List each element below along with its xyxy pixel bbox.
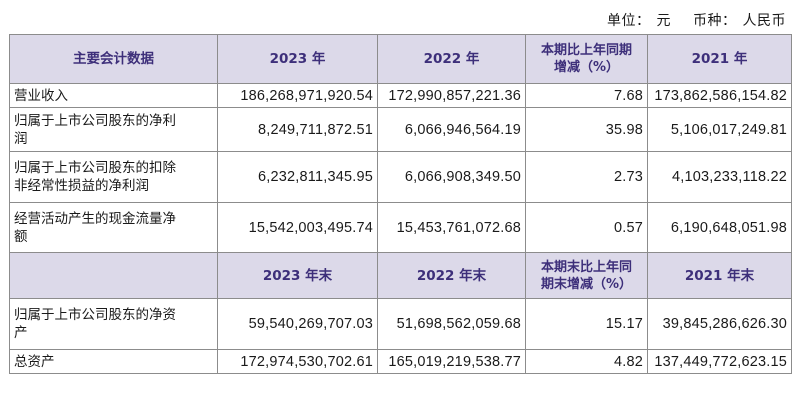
cell-2022: 6,066,946,564.19 (377, 107, 526, 152)
cell-2022: 15,453,761,072.68 (377, 202, 526, 253)
table-header-row: 主要会计数据 2023 年 2022 年 本期比上年同期 增减（%） 2021 年 (9, 34, 792, 84)
table-row: 归属于上市公司股东的扣除 非经常性损益的净利润 6,232,811,345.95 … (9, 151, 792, 203)
header-2022: 2022 年 (377, 34, 526, 84)
header-2023: 2023 年 (217, 34, 378, 84)
cell-change: 7.68 (525, 83, 648, 108)
cell-2022: 172,990,857,221.36 (377, 83, 526, 108)
header-main-data: 主要会计数据 (9, 34, 218, 84)
table-row: 总资产 172,974,530,702.61 165,019,219,538.7… (9, 349, 792, 374)
cell-2021: 173,862,586,154.82 (647, 83, 792, 108)
cell-2021: 39,845,286,626.30 (647, 298, 792, 350)
cell-2021: 137,449,772,623.15 (647, 349, 792, 374)
financial-data-table: 主要会计数据 2023 年 2022 年 本期比上年同期 增减（%） 2021 年… (9, 34, 792, 374)
cell-change: 15.17 (525, 298, 648, 350)
cell-2023: 59,540,269,707.03 (217, 298, 378, 350)
cell-change: 35.98 (525, 107, 648, 152)
unit-line: 单位： 元 币种： 人民币 (601, 10, 786, 30)
row-label: 归属于上市公司股东的净利润 (9, 107, 218, 152)
subheader-change: 本期末比上年同 期末增减（%） (525, 252, 648, 299)
cell-2023: 6,232,811,345.95 (217, 151, 378, 203)
currency-value: 人民币 (742, 13, 786, 29)
cell-2023: 186,268,971,920.54 (217, 83, 378, 108)
header-2021: 2021 年 (647, 34, 792, 84)
row-label: 归属于上市公司股东的净资产 (9, 298, 218, 350)
row-label: 经营活动产生的现金流量净额 (9, 202, 218, 253)
cell-change: 4.82 (525, 349, 648, 374)
subheader-2023-end: 2023 年末 (217, 252, 378, 299)
table-subheader-row: 2023 年末 2022 年末 本期末比上年同 期末增减（%） 2021 年末 (9, 252, 792, 299)
cell-2022: 6,066,908,349.50 (377, 151, 526, 203)
cell-2023: 15,542,003,495.74 (217, 202, 378, 253)
header-change: 本期比上年同期 增减（%） (525, 34, 648, 84)
currency-label: 币种： (693, 13, 737, 29)
cell-2023: 8,249,711,872.51 (217, 107, 378, 152)
cell-change: 0.57 (525, 202, 648, 253)
subheader-empty (9, 252, 218, 299)
unit-label: 单位： (607, 13, 651, 29)
subheader-2022-end: 2022 年末 (377, 252, 526, 299)
cell-2021: 4,103,233,118.22 (647, 151, 792, 203)
table-row: 营业收入 186,268,971,920.54 172,990,857,221.… (9, 83, 792, 108)
unit-value: 元 (656, 13, 671, 29)
table-row: 经营活动产生的现金流量净额 15,542,003,495.74 15,453,7… (9, 202, 792, 253)
row-label: 总资产 (9, 349, 218, 374)
cell-2021: 5,106,017,249.81 (647, 107, 792, 152)
cell-2022: 165,019,219,538.77 (377, 349, 526, 374)
cell-2021: 6,190,648,051.98 (647, 202, 792, 253)
cell-change: 2.73 (525, 151, 648, 203)
row-label: 营业收入 (9, 83, 218, 108)
subheader-2021-end: 2021 年末 (647, 252, 792, 299)
row-label: 归属于上市公司股东的扣除 非经常性损益的净利润 (9, 151, 218, 203)
table-row: 归属于上市公司股东的净利润 8,249,711,872.51 6,066,946… (9, 107, 792, 152)
cell-2023: 172,974,530,702.61 (217, 349, 378, 374)
table-row: 归属于上市公司股东的净资产 59,540,269,707.03 51,698,5… (9, 298, 792, 350)
cell-2022: 51,698,562,059.68 (377, 298, 526, 350)
